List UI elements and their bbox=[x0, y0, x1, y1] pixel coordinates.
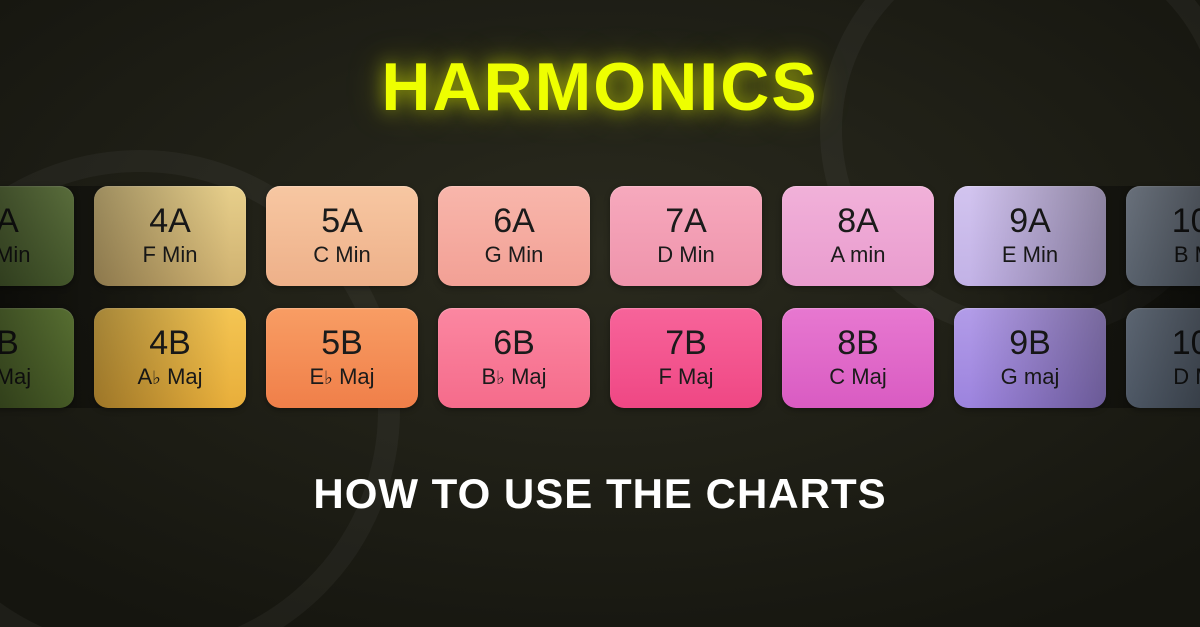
key-card-3b: 3B D♭ Maj bbox=[0, 308, 74, 408]
key-name: B♭ Min bbox=[0, 242, 31, 268]
key-name: B♭ Maj bbox=[481, 364, 546, 390]
minor-row: 3A B♭ Min 4A F Min 5A C Min 6A G Min 7A D Min 8A A … bbox=[0, 186, 1200, 286]
key-name: D♭ Maj bbox=[0, 364, 31, 390]
key-code: 5B bbox=[321, 326, 363, 360]
key-card-9a: 9A E Min bbox=[954, 186, 1106, 286]
key-code: 6A bbox=[493, 204, 535, 238]
key-card-5a: 5A C Min bbox=[266, 186, 418, 286]
key-name: D Maj bbox=[1173, 364, 1200, 390]
key-code: 3B bbox=[0, 326, 19, 360]
key-card-7b: 7B F Maj bbox=[610, 308, 762, 408]
key-name: C Maj bbox=[829, 364, 886, 390]
key-name: A♭ Maj bbox=[137, 364, 202, 390]
key-code: 6B bbox=[493, 326, 535, 360]
key-card-7a: 7A D Min bbox=[610, 186, 762, 286]
key-card-9b: 9B G maj bbox=[954, 308, 1106, 408]
key-code: 8A bbox=[837, 204, 879, 238]
key-code: 4A bbox=[149, 204, 191, 238]
key-card-8b: 8B C Maj bbox=[782, 308, 934, 408]
key-code: 3A bbox=[0, 204, 19, 238]
key-card-6b: 6B B♭ Maj bbox=[438, 308, 590, 408]
key-name: D Min bbox=[657, 242, 714, 268]
page-subtitle: HOW TO USE THE CHARTS bbox=[313, 470, 886, 518]
key-code: 4B bbox=[149, 326, 191, 360]
key-name: F Min bbox=[143, 242, 198, 268]
key-name: C Min bbox=[313, 242, 370, 268]
key-code: 9B bbox=[1009, 326, 1051, 360]
key-card-10a: 10A B Min bbox=[1126, 186, 1200, 286]
key-card-6a: 6A G Min bbox=[438, 186, 590, 286]
key-code: 9A bbox=[1009, 204, 1051, 238]
key-name: G maj bbox=[1001, 364, 1060, 390]
key-name: E♭ Maj bbox=[309, 364, 374, 390]
major-row: 3B D♭ Maj 4B A♭ Maj 5B E♭ Maj 6B B♭ Maj 7B F Maj 8… bbox=[0, 308, 1200, 408]
key-name: A min bbox=[830, 242, 885, 268]
key-code: 7B bbox=[665, 326, 707, 360]
key-name: E Min bbox=[1002, 242, 1058, 268]
key-code: 10A bbox=[1172, 204, 1200, 238]
key-card-8a: 8A A min bbox=[782, 186, 934, 286]
key-chart: 3A B♭ Min 4A F Min 5A C Min 6A G Min 7A D Min 8A A … bbox=[0, 186, 1200, 408]
key-name: B Min bbox=[1174, 242, 1200, 268]
key-card-10b: 10B D Maj bbox=[1126, 308, 1200, 408]
key-code: 8B bbox=[837, 326, 879, 360]
harmonics-infographic: HARMONICS 3A B♭ Min 4A F Min 5A C Min 6A G Min 7… bbox=[0, 0, 1200, 627]
key-card-4b: 4B A♭ Maj bbox=[94, 308, 246, 408]
key-card-4a: 4A F Min bbox=[94, 186, 246, 286]
key-code: 10B bbox=[1172, 326, 1200, 360]
key-name: G Min bbox=[485, 242, 544, 268]
key-card-3a: 3A B♭ Min bbox=[0, 186, 74, 286]
key-card-5b: 5B E♭ Maj bbox=[266, 308, 418, 408]
key-code: 5A bbox=[321, 204, 363, 238]
key-name: F Maj bbox=[659, 364, 714, 390]
key-code: 7A bbox=[665, 204, 707, 238]
page-title: HARMONICS bbox=[381, 48, 818, 126]
